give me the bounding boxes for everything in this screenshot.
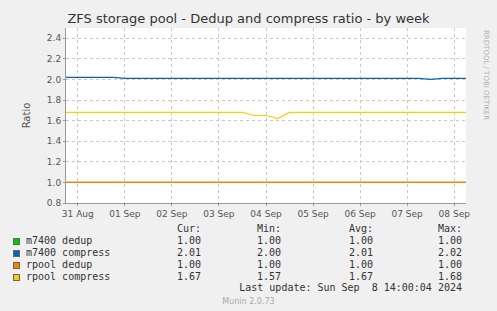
svg-text:1.4: 1.4 xyxy=(47,136,62,146)
html-text:2.01: 2.01 xyxy=(348,247,373,258)
html-text:Cur:: Cur: xyxy=(176,223,201,234)
html-text:1.00: 1.00 xyxy=(348,235,373,246)
html-text:1.00: 1.00 xyxy=(348,259,373,270)
svg-text:2.2: 2.2 xyxy=(47,54,61,64)
html-text:m7400 dedup: m7400 dedup xyxy=(26,235,93,246)
html-text:1.67: 1.67 xyxy=(176,271,201,282)
svg-text:08 Sep: 08 Sep xyxy=(439,209,471,219)
html-text:Avg:: Avg: xyxy=(348,223,373,234)
svg-text:04 Sep: 04 Sep xyxy=(250,209,282,219)
svg-text:31 Aug: 31 Aug xyxy=(62,209,94,219)
html-text:rpool dedup: rpool dedup xyxy=(26,259,93,270)
html-text:1.67: 1.67 xyxy=(348,271,373,282)
html-text:1.68: 1.68 xyxy=(437,271,462,282)
html-text:m7400 compress: m7400 compress xyxy=(26,247,111,258)
svg-text:ZFS storage pool - Dedup and c: ZFS storage pool - Dedup and compress ra… xyxy=(67,11,430,26)
svg-text:1.8: 1.8 xyxy=(47,95,62,105)
svg-text:03 Sep: 03 Sep xyxy=(203,209,235,219)
svg-text:1.0: 1.0 xyxy=(47,178,62,188)
svg-text:2.4: 2.4 xyxy=(47,33,62,43)
svg-text:0.8: 0.8 xyxy=(47,198,62,208)
html-text:2.00: 2.00 xyxy=(256,247,281,258)
html-text:1.00: 1.00 xyxy=(176,235,201,246)
svg-text:06 Sep: 06 Sep xyxy=(344,209,376,219)
html-text:rpool compress: rpool compress xyxy=(26,271,111,282)
html-text:1.57: 1.57 xyxy=(256,271,281,282)
svg-text:01 Sep: 01 Sep xyxy=(109,209,141,219)
html-text:Last update: Sun Sep 8 14:00:0: Last update: Sun Sep 8 14:00:04 2024 xyxy=(239,282,462,293)
svg-text:1.6: 1.6 xyxy=(47,116,62,126)
svg-text:2.0: 2.0 xyxy=(47,75,62,85)
html-text:Min:: Min: xyxy=(256,223,281,234)
html-text:2.02: 2.02 xyxy=(437,247,462,258)
svg-text:02 Sep: 02 Sep xyxy=(156,209,188,219)
svg-text:Ratio: Ratio xyxy=(21,103,32,129)
html-text:1.00: 1.00 xyxy=(437,259,462,270)
svg-text:1.2: 1.2 xyxy=(47,157,61,167)
html-text:1.00: 1.00 xyxy=(256,235,281,246)
html-text:1.00: 1.00 xyxy=(176,259,201,270)
svg-text:05 Sep: 05 Sep xyxy=(297,209,329,219)
html-text:2.01: 2.01 xyxy=(176,247,201,258)
html-text:1.00: 1.00 xyxy=(437,235,462,246)
html-text:Max:: Max: xyxy=(437,223,462,234)
html-text:1.00: 1.00 xyxy=(256,259,281,270)
html-text:Munin 2.0.73: Munin 2.0.73 xyxy=(222,297,275,306)
html-text:RRDTOOL / TOBI OETIKER: RRDTOOL / TOBI OETIKER xyxy=(482,30,490,121)
svg-text:07 Sep: 07 Sep xyxy=(392,209,424,219)
